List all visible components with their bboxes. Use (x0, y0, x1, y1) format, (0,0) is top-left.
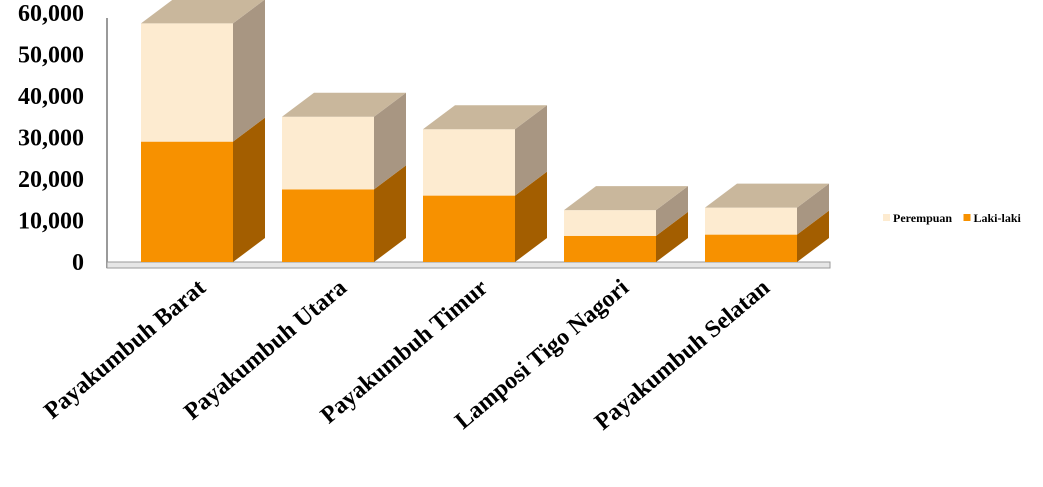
bar-segment-side (515, 171, 547, 262)
bar-segment-side (515, 105, 547, 196)
bar-top (564, 186, 688, 211)
y-tick-label: 20,000 (18, 167, 84, 193)
bar-group (423, 105, 547, 262)
bar-segment (282, 116, 374, 190)
bar-segment (705, 207, 797, 235)
legend: Perempuan Laki-laki (883, 211, 1022, 225)
bar-segment (705, 234, 797, 262)
bar-top (282, 92, 406, 117)
y-axis-ticks: 0 10,000 20,000 30,000 40,000 50,000 60,000 (18, 1, 84, 276)
bar-segment (564, 210, 656, 236)
bar-segment-side (797, 210, 829, 262)
bar-segment-side (797, 183, 829, 235)
bar-segment-side (374, 92, 406, 190)
y-tick-label: 40,000 (18, 84, 84, 110)
bar-segment-side (233, 0, 265, 142)
y-tick-label: 60,000 (18, 1, 84, 27)
bar-segment (282, 189, 374, 262)
bar-segment (141, 23, 233, 142)
bar-segment (423, 129, 515, 196)
legend-swatch (883, 214, 890, 221)
bar-group (564, 186, 688, 262)
bar-segment (141, 141, 233, 262)
bar-top (141, 0, 265, 24)
legend-label: Laki-laki (974, 211, 1022, 225)
bar-segment (564, 235, 656, 262)
bar-group (141, 0, 265, 263)
bar-group (705, 183, 829, 262)
bar-segment-side (656, 186, 688, 236)
x-axis-floor (106, 261, 831, 269)
bar-segment-side (656, 211, 688, 262)
bar-segment-side (233, 117, 265, 263)
bar-group (282, 92, 406, 262)
y-tick-label: 30,000 (18, 126, 84, 152)
bar-segment-side (374, 165, 406, 262)
bar-top (423, 105, 547, 130)
bars (141, 0, 829, 263)
bar-top (705, 183, 829, 208)
y-tick-label: 50,000 (18, 43, 84, 69)
bar-segment (423, 195, 515, 262)
legend-label: Perempuan (893, 211, 952, 225)
chart-axes (106, 18, 831, 269)
y-tick-label: 10,000 (18, 209, 84, 235)
y-tick-label: 0 (72, 250, 84, 276)
legend-swatch (963, 214, 971, 221)
